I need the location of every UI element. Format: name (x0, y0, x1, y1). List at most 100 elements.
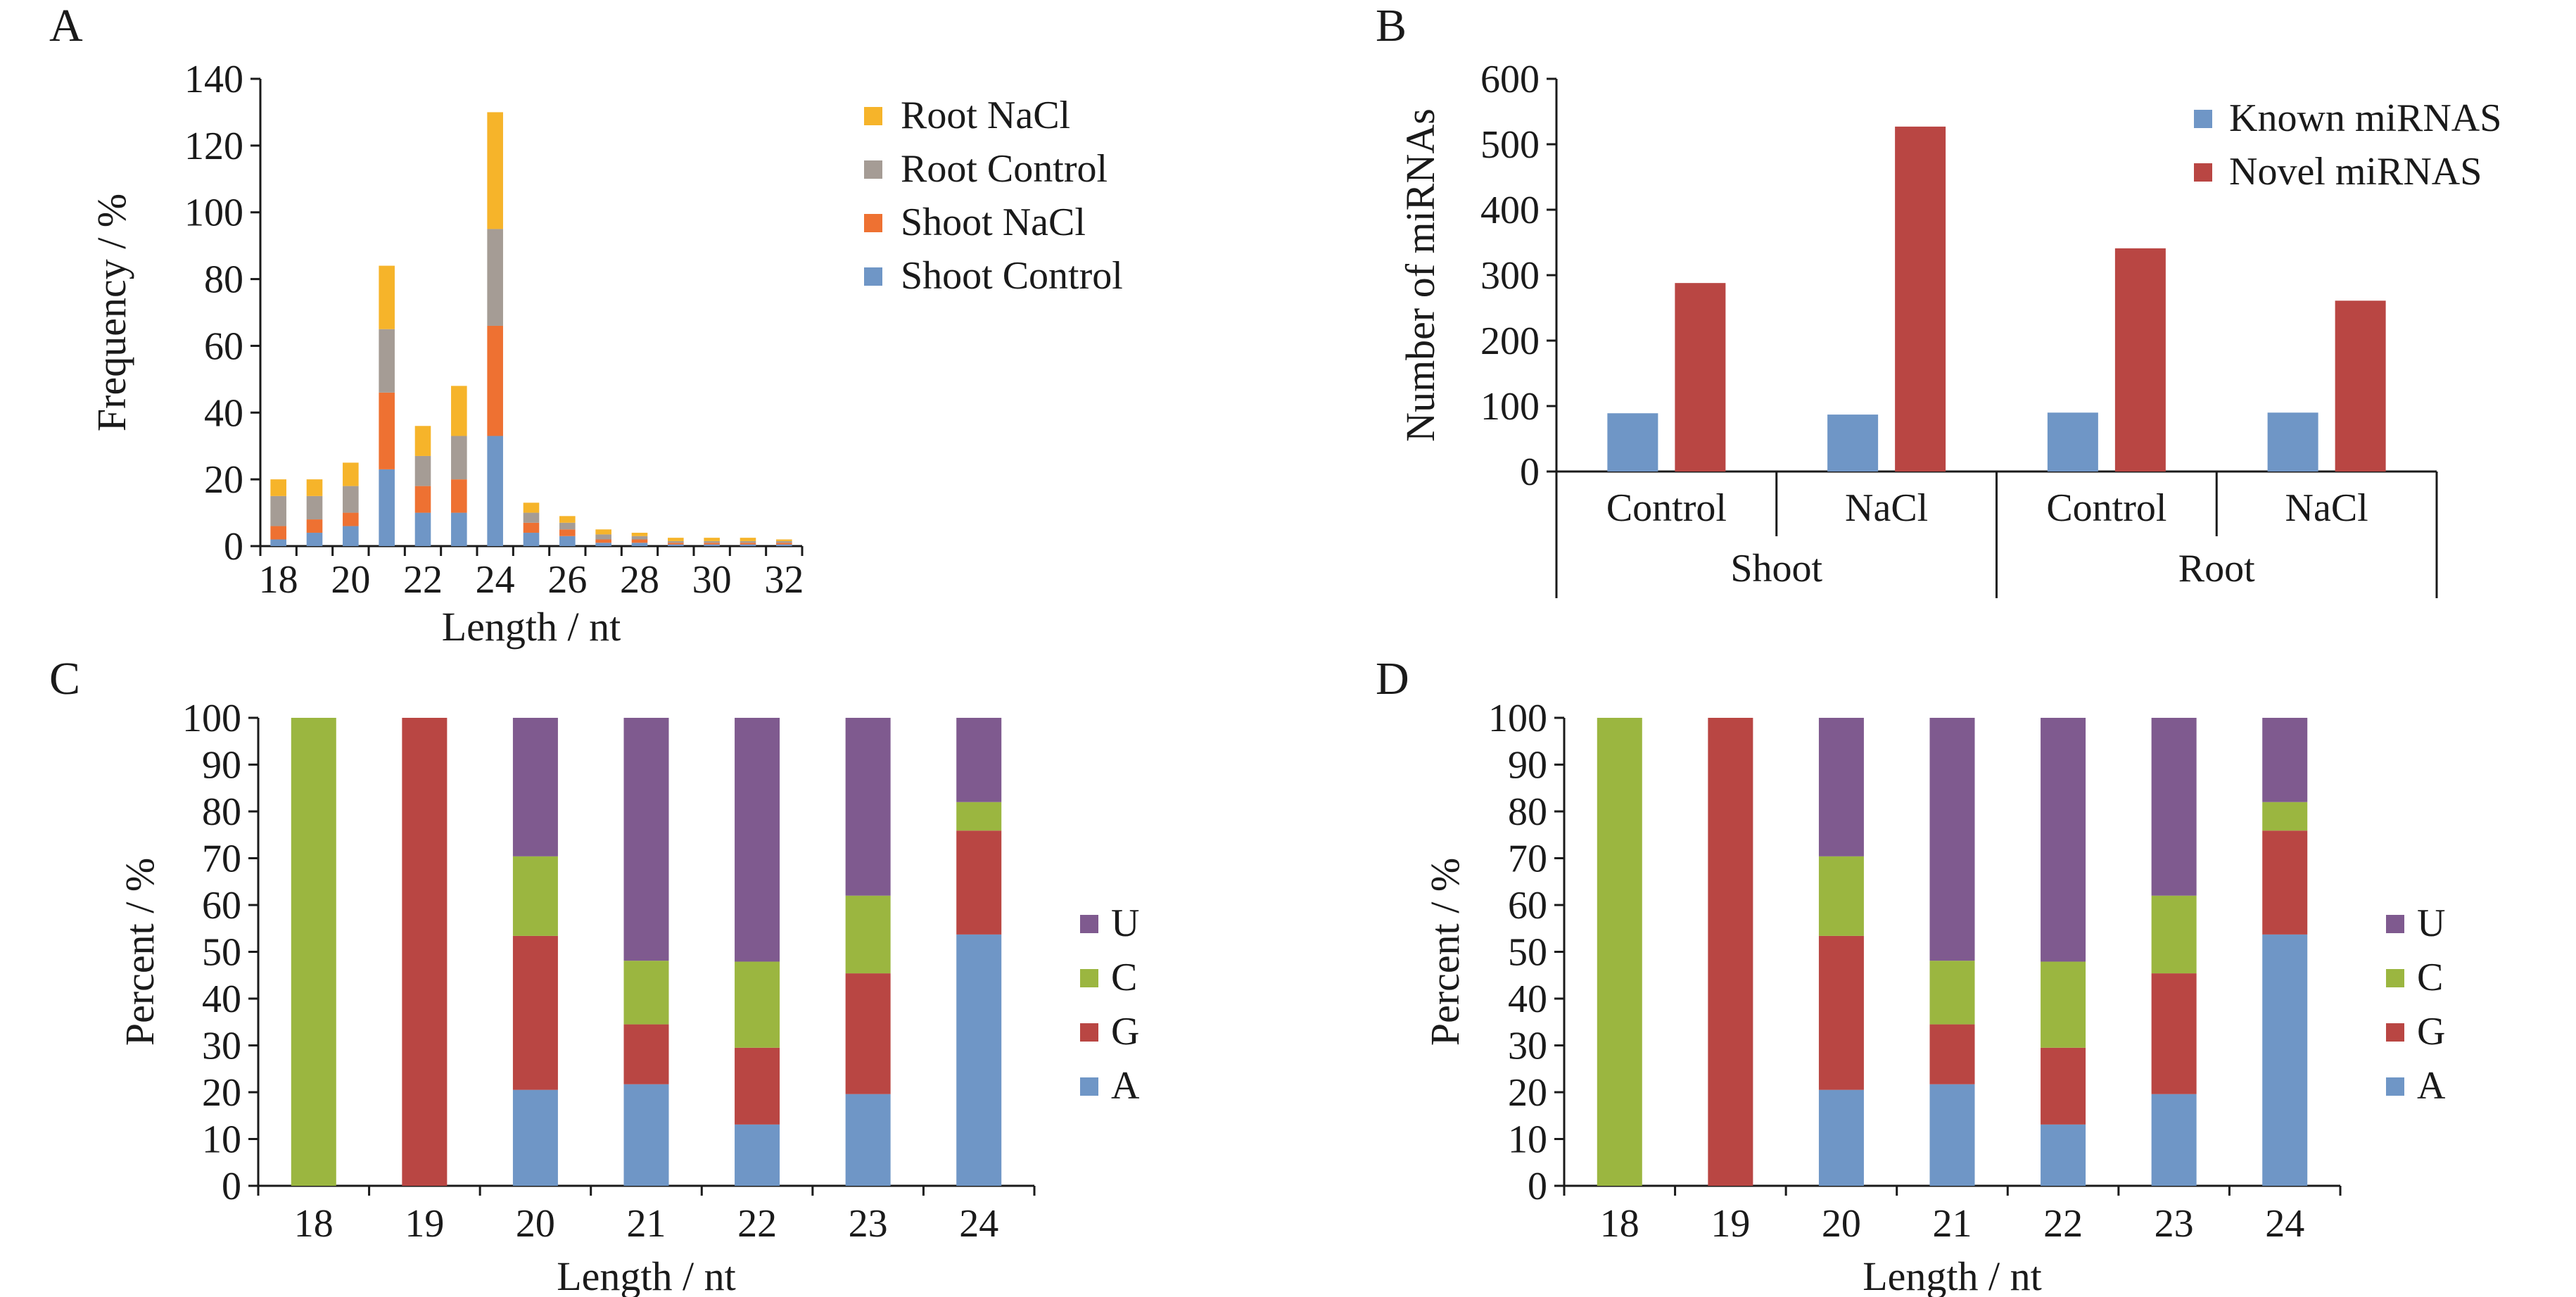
legend-swatch-a (864, 107, 882, 125)
y-tick-label-c: 80 (202, 790, 241, 834)
bar-a-root-nacl-26 (559, 516, 576, 523)
bar-d-G-19 (1708, 718, 1753, 1186)
y-axis-title-b: Number of miRNAs (1397, 108, 1443, 442)
panel-letter-c: C (49, 653, 80, 704)
bar-c-C-24 (956, 802, 1002, 831)
bar-c-U-24 (956, 718, 1002, 802)
bar-a-root-control-28 (631, 536, 648, 540)
legend-swatch-b (2194, 163, 2212, 182)
y-tick-label-c: 0 (222, 1165, 241, 1208)
x-tick-label-d: 21 (1933, 1202, 1972, 1246)
bar-a-root-control-30 (704, 540, 720, 543)
bar-a-root-control-27 (595, 534, 611, 540)
bar-a-shoot-nacl-27 (595, 539, 611, 543)
bar-a-root-control-25 (523, 512, 540, 523)
y-tick-label-c: 10 (202, 1118, 241, 1162)
y-tick-label-a: 140 (184, 58, 243, 101)
bar-a-root-nacl-31 (740, 538, 756, 541)
x-tick-label-a: 28 (620, 558, 659, 602)
y-tick-label-d: 40 (1508, 978, 1547, 1021)
bar-a-shoot-nacl-21 (379, 392, 395, 469)
x-tick-label-a: 18 (259, 558, 298, 602)
legend-swatch-d (2386, 1023, 2404, 1042)
x-tick-label-d: 22 (2043, 1202, 2083, 1246)
bar-c-G-23 (845, 973, 891, 1094)
bar-a-root-nacl-30 (704, 538, 720, 541)
bar-a-root-control-29 (668, 540, 684, 543)
legend-swatch-c (1080, 969, 1098, 987)
y-axis-title-d: Percent / % (1422, 858, 1468, 1046)
bar-c-U-23 (845, 718, 891, 896)
x-tick-label-a: 30 (692, 558, 732, 602)
bar-c-C-23 (845, 895, 891, 974)
panel-letter-a: A (49, 0, 83, 51)
bar-a-root-control-23 (451, 436, 467, 480)
legend-label-c: G (1111, 1010, 1139, 1054)
bar-d-G-24 (2262, 830, 2308, 935)
bar-a-root-nacl-32 (776, 539, 792, 541)
bar-a-shoot-control-22 (414, 512, 431, 546)
legend-label-b: Novel miRNAS (2229, 150, 2482, 194)
bar-a-shoot-nacl-24 (487, 325, 503, 436)
panel-letter-d: D (1376, 653, 1409, 704)
legend-swatch-d (2386, 915, 2404, 933)
legend-label-a: Shoot Control (901, 254, 1123, 298)
bar-d-A-22 (2041, 1124, 2086, 1186)
legend-label-a: Shoot NaCl (901, 201, 1086, 244)
bar-a-shoot-control-25 (523, 533, 540, 546)
y-tick-label-b: 0 (1520, 450, 1540, 494)
x-category-label-b: Control (1606, 486, 1727, 530)
legend-label-c: A (1111, 1064, 1140, 1108)
bar-c-A-22 (735, 1124, 780, 1186)
bar-a-shoot-nacl-22 (414, 486, 431, 513)
bar-a-root-control-26 (559, 522, 576, 530)
bar-c-G-22 (735, 1047, 780, 1125)
legend-swatch-c (1080, 1077, 1098, 1096)
y-tick-label-c: 70 (202, 837, 241, 881)
bar-a-shoot-nacl-20 (343, 512, 359, 526)
bar-d-A-20 (1818, 1089, 1864, 1186)
legend-label-c: C (1111, 956, 1137, 999)
bar-a-root-nacl-28 (631, 533, 648, 536)
y-tick-label-a: 100 (184, 191, 243, 235)
legend-swatch-a (864, 160, 882, 179)
bar-a-shoot-control-26 (559, 536, 576, 546)
bar-c-G-21 (623, 1024, 669, 1084)
bar-a-root-control-22 (414, 455, 431, 486)
x-category-label-b: Control (2046, 486, 2166, 530)
legend-label-b: Known miRNAS (2229, 96, 2501, 140)
y-tick-label-b: 300 (1480, 254, 1540, 298)
bar-a-shoot-nacl-19 (306, 519, 323, 533)
legend-swatch-a (864, 214, 882, 232)
bar-c-C-22 (735, 961, 780, 1048)
bar-c-G-24 (956, 830, 1002, 935)
bar-d-G-20 (1818, 935, 1864, 1090)
bar-b-novel-mirnas-0 (1675, 283, 1726, 472)
y-tick-label-c: 50 (202, 931, 241, 975)
bar-b-known-mirnas-1 (1827, 415, 1879, 472)
y-tick-label-a: 40 (204, 391, 243, 435)
bar-a-root-control-19 (306, 495, 323, 520)
bar-a-shoot-control-32 (776, 544, 792, 546)
legend-b: Known miRNAS Novel miRNAS (2194, 96, 2501, 194)
x-axis-title-a: Length / nt (442, 604, 621, 650)
bar-a-shoot-nacl-23 (451, 479, 467, 513)
x-tick-label-d: 18 (1600, 1202, 1639, 1246)
y-tick-label-d: 30 (1508, 1025, 1547, 1068)
y-tick-label-a: 80 (204, 258, 243, 302)
x-tick-label-a: 20 (331, 558, 370, 602)
legend-swatch-c (1080, 1023, 1098, 1042)
bar-a-shoot-nacl-25 (523, 522, 540, 533)
x-axis-title-c: Length / nt (557, 1253, 736, 1297)
x-tick-label-d: 20 (1822, 1202, 1861, 1246)
y-axis-title-c: Percent / % (117, 858, 163, 1046)
bar-d-C-23 (2151, 895, 2197, 974)
bar-d-G-23 (2151, 973, 2197, 1094)
bar-a-root-nacl-18 (270, 479, 286, 496)
bar-d-U-22 (2041, 718, 2086, 962)
legend-label-d: C (2417, 956, 2443, 999)
bar-a-shoot-nacl-26 (559, 529, 576, 536)
bar-a-shoot-control-19 (306, 533, 323, 546)
bar-a-root-control-20 (343, 486, 359, 513)
